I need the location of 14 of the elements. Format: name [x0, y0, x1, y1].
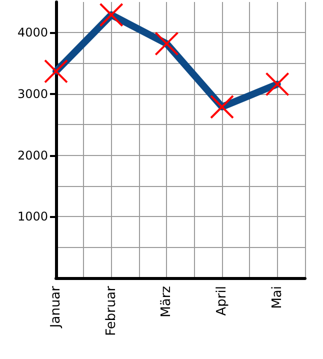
- y-tick-label: 2000: [17, 148, 48, 162]
- x-tick-label: April: [214, 286, 230, 316]
- x-tick-label: Februar: [104, 285, 119, 336]
- x-tick-label: März: [159, 286, 174, 318]
- y-tick-label: 3000: [17, 87, 48, 101]
- point: [44, 59, 68, 84]
- point: [210, 94, 234, 119]
- point: [265, 72, 290, 96]
- y-tick-label: 1000: [17, 210, 48, 224]
- x-tick-label: Januar: [48, 285, 64, 329]
- point: [99, 2, 124, 27]
- y-tick-label: 4000: [17, 26, 48, 40]
- x-tick-label: Mai: [270, 286, 285, 309]
- point: [154, 32, 179, 56]
